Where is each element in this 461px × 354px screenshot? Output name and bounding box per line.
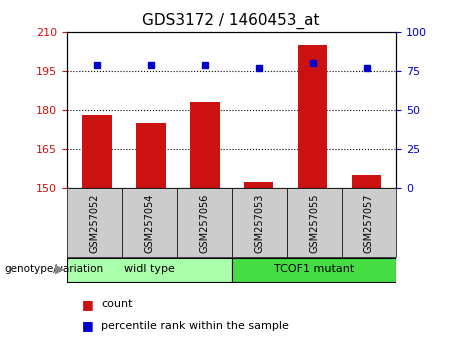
Text: GSM257056: GSM257056 xyxy=(199,193,209,252)
FancyBboxPatch shape xyxy=(67,258,231,282)
Bar xyxy=(298,45,327,188)
Text: ▶: ▶ xyxy=(55,263,65,276)
FancyBboxPatch shape xyxy=(231,188,287,257)
Text: TCOF1 mutant: TCOF1 mutant xyxy=(274,264,354,274)
Text: count: count xyxy=(101,299,133,309)
Bar xyxy=(82,115,112,188)
Text: GSM257053: GSM257053 xyxy=(254,193,264,252)
FancyBboxPatch shape xyxy=(122,188,177,257)
Text: widl type: widl type xyxy=(124,264,175,274)
FancyBboxPatch shape xyxy=(287,188,342,257)
Bar xyxy=(136,123,165,188)
FancyBboxPatch shape xyxy=(177,188,231,257)
FancyBboxPatch shape xyxy=(67,188,122,257)
Text: GSM257055: GSM257055 xyxy=(309,193,319,253)
Text: ■: ■ xyxy=(82,298,94,311)
Bar xyxy=(352,175,381,188)
Text: GDS3172 / 1460453_at: GDS3172 / 1460453_at xyxy=(142,12,319,29)
Text: ■: ■ xyxy=(82,319,94,332)
FancyBboxPatch shape xyxy=(231,258,396,282)
Text: GSM257057: GSM257057 xyxy=(364,193,374,253)
FancyBboxPatch shape xyxy=(342,188,396,257)
Bar xyxy=(190,102,219,188)
Text: GSM257052: GSM257052 xyxy=(89,193,99,253)
Bar xyxy=(244,182,273,188)
Text: GSM257054: GSM257054 xyxy=(144,193,154,252)
Text: percentile rank within the sample: percentile rank within the sample xyxy=(101,321,290,331)
Text: genotype/variation: genotype/variation xyxy=(5,264,104,274)
